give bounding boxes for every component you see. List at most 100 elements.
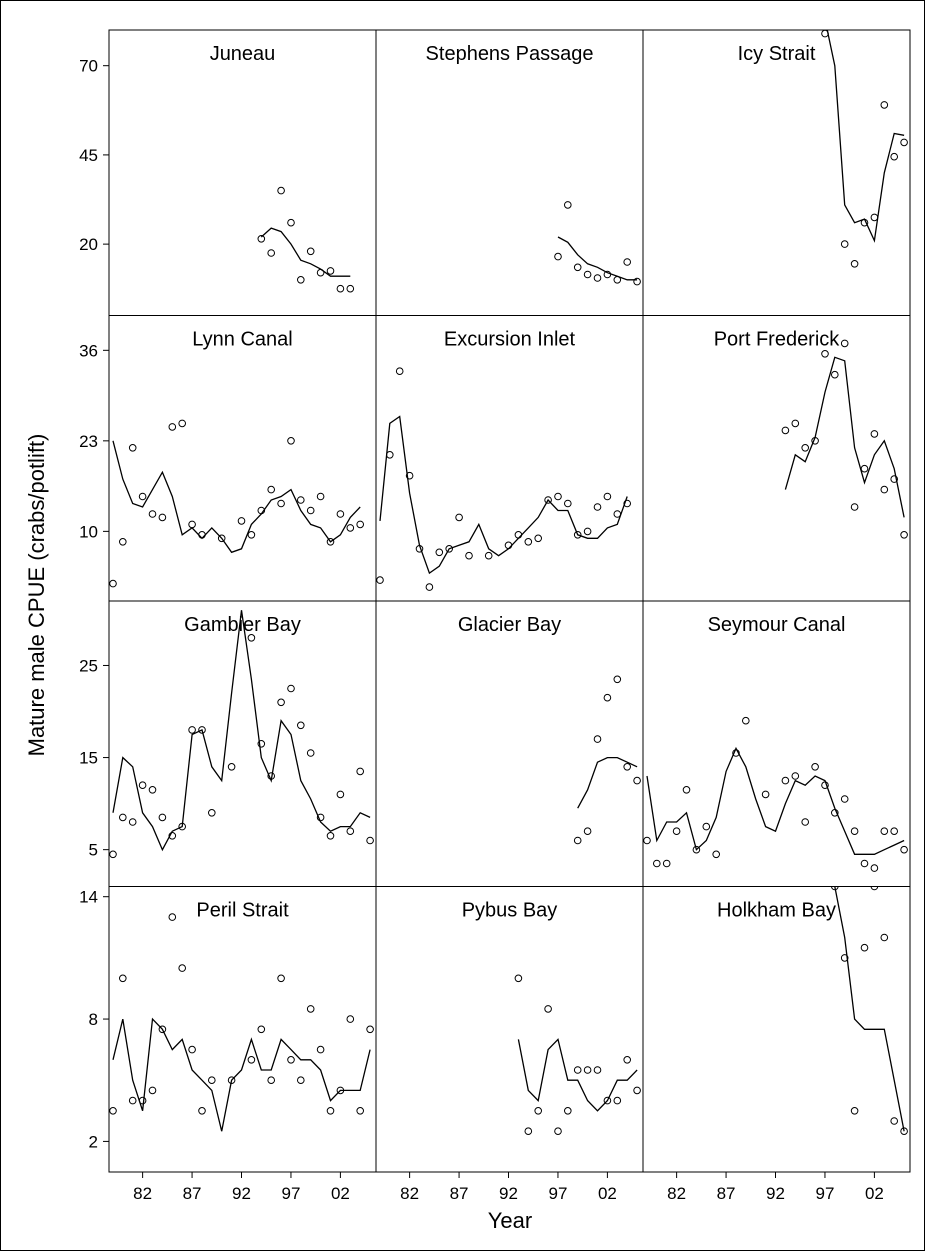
data-point bbox=[227, 1076, 236, 1084]
data-point bbox=[306, 506, 315, 515]
data-point bbox=[831, 370, 839, 379]
data-point bbox=[623, 499, 632, 508]
data-point bbox=[386, 451, 394, 459]
panel-plot-area bbox=[554, 201, 641, 286]
data-point bbox=[593, 1066, 602, 1074]
data-point bbox=[128, 1096, 137, 1105]
data-point bbox=[662, 859, 671, 868]
data-point bbox=[821, 781, 829, 790]
data-point bbox=[840, 954, 849, 962]
panel-title: Juneau bbox=[210, 43, 276, 65]
data-point bbox=[850, 260, 859, 268]
data-point bbox=[208, 809, 216, 817]
data-point bbox=[346, 284, 355, 293]
y-tick-label: 36 bbox=[79, 341, 98, 360]
data-point bbox=[821, 30, 829, 38]
data-point bbox=[405, 471, 414, 480]
y-tick-label: 15 bbox=[79, 749, 98, 768]
data-point bbox=[633, 277, 641, 286]
data-point bbox=[346, 524, 355, 532]
y-axis-label: Mature male CPUE (crabs/potlift) bbox=[24, 434, 49, 757]
data-point bbox=[297, 496, 305, 504]
data-point bbox=[890, 152, 899, 161]
data-point bbox=[860, 464, 869, 473]
x-tick-label: 87 bbox=[717, 1184, 736, 1203]
data-point bbox=[484, 551, 493, 560]
data-point bbox=[623, 763, 632, 771]
panel-port-frederick: Port Frederick bbox=[642, 315, 911, 602]
data-point bbox=[168, 832, 177, 840]
data-point bbox=[593, 503, 602, 511]
data-point bbox=[366, 836, 374, 845]
x-tick-label: 87 bbox=[450, 1184, 469, 1203]
data-point bbox=[811, 763, 819, 771]
data-point bbox=[445, 545, 454, 553]
data-point bbox=[603, 693, 612, 702]
panel-title: Stephens Passage bbox=[426, 43, 594, 65]
data-point bbox=[840, 339, 849, 348]
data-point bbox=[603, 1096, 612, 1105]
data-point bbox=[287, 218, 295, 227]
data-point bbox=[573, 531, 582, 539]
data-point bbox=[880, 101, 889, 109]
y-tick-label: 14 bbox=[79, 888, 98, 907]
data-point bbox=[613, 276, 622, 284]
data-point bbox=[544, 1005, 552, 1013]
data-point bbox=[435, 548, 444, 557]
data-point bbox=[138, 492, 147, 501]
trend-line bbox=[646, 746, 905, 855]
data-point bbox=[860, 218, 869, 227]
data-point bbox=[455, 513, 463, 522]
data-point bbox=[613, 510, 622, 518]
data-point bbox=[801, 818, 810, 826]
data-point bbox=[158, 513, 167, 522]
data-point bbox=[554, 492, 562, 501]
y-tick-label: 2 bbox=[89, 1132, 98, 1151]
panel-title: Glacier Bay bbox=[458, 614, 561, 636]
x-tick-label: 82 bbox=[667, 1184, 686, 1203]
panel-title: Gambier Bay bbox=[184, 614, 301, 636]
data-point bbox=[653, 859, 661, 868]
y-tick-label: 8 bbox=[89, 1010, 98, 1029]
data-point bbox=[257, 1025, 266, 1034]
data-point bbox=[840, 240, 849, 248]
y-tick-label: 70 bbox=[79, 57, 98, 76]
panel-title: Seymour Canal bbox=[708, 614, 846, 636]
data-point bbox=[831, 886, 839, 891]
data-point bbox=[257, 740, 266, 748]
data-point bbox=[850, 1107, 859, 1115]
data-point bbox=[850, 503, 859, 511]
data-point bbox=[217, 534, 226, 543]
data-point bbox=[583, 1066, 592, 1074]
data-point bbox=[544, 496, 552, 504]
data-point bbox=[425, 583, 434, 591]
data-point bbox=[593, 735, 602, 743]
data-point bbox=[672, 827, 681, 836]
data-point bbox=[356, 1107, 365, 1115]
data-point bbox=[316, 492, 325, 501]
data-point bbox=[376, 576, 384, 584]
panel-title: Pybus Bay bbox=[462, 900, 558, 922]
data-point bbox=[514, 531, 523, 539]
data-point bbox=[326, 1107, 335, 1115]
trend-line bbox=[112, 1017, 371, 1132]
data-point bbox=[158, 813, 167, 822]
data-point bbox=[534, 534, 543, 543]
data-point bbox=[415, 545, 424, 553]
data-point bbox=[682, 786, 691, 794]
data-point bbox=[840, 795, 849, 803]
data-point bbox=[524, 538, 533, 546]
data-point bbox=[297, 721, 305, 730]
data-point bbox=[900, 138, 908, 147]
data-point bbox=[870, 213, 879, 222]
data-point bbox=[257, 235, 266, 243]
data-point bbox=[801, 444, 810, 452]
data-point bbox=[336, 790, 345, 799]
x-axis-ticks: 82 87 92 97 02 82 87 92 97 02 82 87 92 97 02 bbox=[133, 1172, 884, 1203]
data-point bbox=[504, 541, 513, 550]
data-point bbox=[138, 1096, 147, 1105]
data-point bbox=[267, 772, 276, 780]
y-tick-label: 45 bbox=[79, 146, 98, 165]
data-point bbox=[564, 499, 572, 508]
